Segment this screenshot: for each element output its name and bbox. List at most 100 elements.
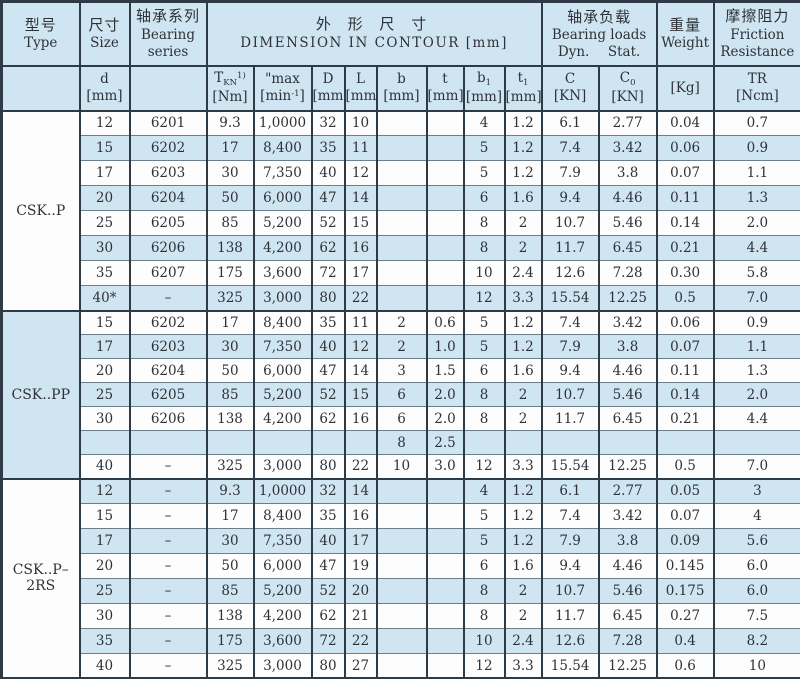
cell-t1: 1.2 xyxy=(503,110,543,136)
table-row: CSK..P 12 6201 9.3 1,0000 32 10 4 1.2 6.1 2.77 0.04… xyxy=(0,110,800,311)
header-nmax: "max [min-1] xyxy=(252,65,313,112)
cell-b1: 8 xyxy=(462,603,506,629)
header-t-unit: [mm] xyxy=(427,88,464,104)
table-row: 20 6204 50 6,000 47 14 3 1.5 6 1.6 9.4 4.46 0.11 1.3 xyxy=(2,358,800,383)
table-row: 35 6207 175 3,600 72 17 10 2.4 12.6 7.28 0.30 5.8 xyxy=(2,260,800,286)
cell-nmax: 8,400 xyxy=(252,503,313,529)
cell-TR: 8.2 xyxy=(712,628,800,654)
cell-t1: 2.4 xyxy=(503,260,543,286)
header-D: D [mm] xyxy=(310,65,346,112)
cell-C0: 4.46 xyxy=(597,185,658,211)
header-L-symbol: L xyxy=(356,71,365,88)
cell-b1: 8 xyxy=(462,406,506,431)
cell-kg xyxy=(655,430,715,455)
cell-nmax: 7,350 xyxy=(252,160,313,186)
cell-t1: 1.6 xyxy=(503,185,543,211)
cell-series: – xyxy=(128,553,208,579)
cell-kg: 0.5 xyxy=(655,454,715,479)
cell-nmax: 4,200 xyxy=(252,603,313,629)
table-row: 40–325 3,000 80 27 12 3.3 15.54 12.25 0.6 10 xyxy=(2,653,800,679)
cell-L: 11 xyxy=(343,309,378,335)
header-b1-sub: 1 xyxy=(485,78,492,89)
cell-t: 2.5 xyxy=(425,430,465,455)
cell-nmax: 3,000 xyxy=(252,653,313,679)
cell-series: – xyxy=(128,285,208,311)
cell-b: 3 xyxy=(375,358,428,383)
header-weight: 重量 Weight xyxy=(655,1,715,67)
cell-t1: 2 xyxy=(503,603,543,629)
cell-D: 35 xyxy=(310,503,346,529)
cell-tkn: 138 xyxy=(205,406,255,431)
cell-kg: 0.07 xyxy=(655,160,715,186)
cell-C: 15.54 xyxy=(540,285,600,311)
cell-series: – xyxy=(128,477,208,504)
cell-b1: 6 xyxy=(462,185,506,211)
table-row: 17–30 7,350 40 17 5 1.2 7.9 3.8 0.09 5.6 xyxy=(2,528,800,554)
cell-L: 27 xyxy=(343,653,378,679)
cell-t: 1.5 xyxy=(425,358,465,383)
cell-D: 52 xyxy=(310,382,346,407)
cell-series: 6205 xyxy=(128,210,208,236)
cell-b1: 5 xyxy=(462,309,506,335)
cell-t1: 1.6 xyxy=(503,358,543,383)
cell-nmax xyxy=(252,430,313,455)
cell-nmax: 6,000 xyxy=(252,553,313,579)
cell-tkn: 325 xyxy=(205,285,255,311)
table-row: 25 6205 85 5,200 52 15 8 2 10.7 5.46 0.14 2.0 xyxy=(2,210,800,236)
cell-nmax: 8,400 xyxy=(252,309,313,335)
header-TR-unit: [Ncm] xyxy=(736,88,779,104)
cell-C: 6.1 xyxy=(540,477,600,504)
header-nmax-unit-close: ] xyxy=(299,88,305,104)
cell-d: 40 xyxy=(78,454,131,479)
cell-kg: 0.14 xyxy=(655,382,715,407)
cell-series: 6206 xyxy=(128,406,208,431)
cell-tkn: 85 xyxy=(205,210,255,236)
cell-D: 52 xyxy=(310,210,346,236)
header-series-en: Bearing xyxy=(140,26,196,43)
cell-TR: 10 xyxy=(712,653,800,679)
cell-t1: 3.3 xyxy=(503,285,543,311)
table-row: 20 6204 50 6,000 47 14 6 1.6 9.4 4.46 0.11 1.3 xyxy=(2,185,800,211)
header-d-unit: [mm] xyxy=(86,88,123,104)
header-kg-unit: [Kg] xyxy=(670,79,700,96)
cell-kg: 0.21 xyxy=(655,406,715,431)
cell-t xyxy=(425,653,465,679)
cell-TR: 1.3 xyxy=(712,185,800,211)
section-label: CSK..PP xyxy=(0,309,81,479)
table-row: 17 6203 30 7,350 40 12 2 1.0 5 1.2 7.9 3.8 0.07 1.1 xyxy=(2,334,800,359)
cell-C0: 3.8 xyxy=(597,528,658,554)
cell-t1: 1.2 xyxy=(503,135,543,161)
cell-d: 12 xyxy=(78,477,131,504)
cell-L: 22 xyxy=(343,628,378,654)
header-TR-symbol: TR xyxy=(747,71,767,88)
header-row-groups: 型号 Type 尺寸 Size 轴承系列 Bearing series 外 形 … xyxy=(0,1,800,67)
cell-d: 15 xyxy=(78,309,131,335)
cell-series: 6206 xyxy=(128,235,208,261)
cell-D: 32 xyxy=(310,477,346,504)
cell-b1: 12 xyxy=(462,285,506,311)
header-type-zh: 型号 xyxy=(24,15,57,34)
header-C0-sub: 0 xyxy=(630,78,636,89)
cell-C xyxy=(540,430,600,455)
cell-kg: 0.30 xyxy=(655,260,715,286)
header-D-symbol: D xyxy=(322,71,334,88)
header-bearing-series: 轴承系列 Bearing series xyxy=(128,1,208,67)
header-size-zh: 尺寸 xyxy=(88,15,121,34)
cell-C0: 6.45 xyxy=(597,235,658,261)
cell-d: 25 xyxy=(78,578,131,604)
header-C: C [KN] xyxy=(540,65,600,112)
cell-kg: 0.5 xyxy=(655,285,715,311)
cell-TR: 0.9 xyxy=(712,309,800,335)
cell-nmax: 1,0000 xyxy=(252,110,313,136)
cell-b xyxy=(375,235,428,261)
header-series-en2: series xyxy=(147,43,189,60)
header-D-unit: [mm] xyxy=(312,88,344,104)
cell-series: 6202 xyxy=(128,309,208,335)
cell-L: 15 xyxy=(343,210,378,236)
cell-C: 15.54 xyxy=(540,653,600,679)
cell-C: 7.9 xyxy=(540,334,600,359)
cell-b xyxy=(375,528,428,554)
cell-b1: 8 xyxy=(462,382,506,407)
header-size-en: Size xyxy=(90,35,119,52)
cell-t1: 1.2 xyxy=(503,503,543,529)
